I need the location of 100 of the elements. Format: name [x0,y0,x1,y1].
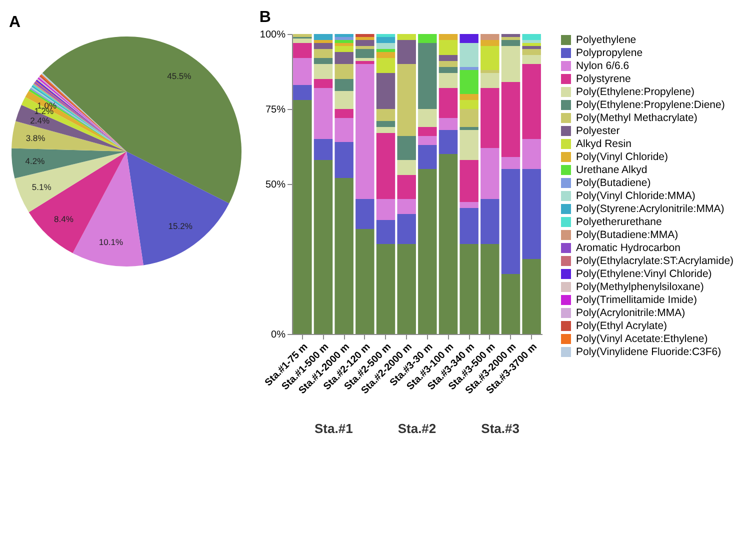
bar [356,229,374,334]
bar [418,127,437,136]
legend-label: Poly(Styrene:Acrylonitrile:MMA) [576,203,724,215]
data-label: 15.2% [168,221,193,232]
bar [376,34,396,37]
bar [522,259,541,334]
legend-label: Poly(Butadiene) [576,177,651,189]
bar [334,109,354,118]
text: Sta.#1 [314,421,353,436]
bar [522,46,541,49]
bar [460,34,478,43]
bar [376,121,396,127]
legend-label: Poly(Vinyl Acetate:Ethylene) [576,333,708,345]
bar [501,274,520,334]
bar [460,244,478,334]
legend-label: Poly(Ethylene:Vinyl Chloride) [576,268,712,280]
bar [334,64,354,79]
bar [376,49,396,52]
data-label: 5.1% [32,182,52,192]
bar [522,34,541,40]
bar [334,34,354,37]
bar [334,91,354,109]
bar [501,37,520,40]
bar [460,70,478,94]
bar [293,43,312,58]
bar [480,73,500,88]
bar [334,79,354,91]
pie-slice [126,152,230,266]
legend-label: Polyethylene [576,34,636,46]
bar [522,169,541,259]
y-tick-label: 75% [265,104,286,116]
pie-slice [12,148,126,178]
legend-label: Polyester [576,125,620,137]
bar [356,37,374,40]
legend-label: Poly(Methyl Methacrylate) [576,112,698,124]
y-tick-label: 50% [265,180,286,190]
chart-title: A [9,14,21,31]
bar [480,88,500,148]
bar [418,145,437,169]
bar [356,40,374,46]
bar [501,34,520,37]
bar [397,214,416,244]
bar [397,160,416,175]
bar [376,109,396,121]
bar [438,61,458,67]
bar [334,52,354,64]
bar [293,34,312,37]
pie-slice [72,152,144,266]
bar [522,40,541,43]
legend-label: Polystyrene [576,73,632,85]
data-label: 10.1% [98,237,124,248]
bar [293,38,312,43]
bar [480,34,500,40]
bar [334,142,354,178]
legend-label: Poly(Ethylene:Propylene) [576,86,694,98]
legend-label: Nylon 6/6.6 [576,60,630,72]
data-label: 4.2% [25,156,46,166]
data-label: 8.4% [54,214,74,224]
bar [314,34,333,40]
bar [460,43,478,67]
bar [522,64,541,139]
data-label: 2.4% [30,116,50,126]
legend-label: Poly(Ethyl Acrylate) [576,320,668,332]
legend-label: Poly(Acrylonitrile:MMA) [576,307,686,319]
y-tick-label: 100% [260,30,286,40]
bar [501,82,520,157]
bar [293,58,312,85]
bar [314,64,333,79]
bar [334,40,354,43]
bar [438,34,458,40]
bar [356,64,374,199]
legend-label: Poly(Trimellitamide Imide) [576,294,697,306]
bar [438,73,458,88]
text: Sta.#2 [398,421,436,436]
chart-title: B [259,9,271,26]
bar [438,130,458,154]
bar [376,58,396,73]
bar [397,175,416,199]
bar [418,43,437,109]
text: Sta.#3 [481,421,520,436]
legend-label: Poly(Vinyl Chloride) [576,151,668,163]
bar [480,70,500,73]
bar [397,64,416,136]
bar [314,139,333,160]
bar [293,100,312,334]
bar [480,244,500,334]
bar [397,199,416,214]
bar [314,88,333,139]
bar [314,43,333,49]
bar [418,169,437,334]
bar [356,34,374,37]
pie-slice [16,104,126,152]
bar [438,118,458,130]
bar [501,46,520,82]
bar [376,127,396,133]
bar [376,52,396,58]
bar [334,178,354,334]
bar [376,43,396,49]
legend-label: Polypropylene [576,47,643,59]
bar [397,34,416,40]
